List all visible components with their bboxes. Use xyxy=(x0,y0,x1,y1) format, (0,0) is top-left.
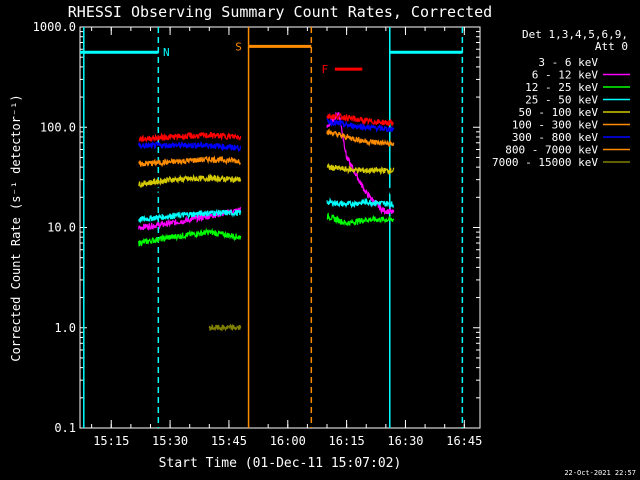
x-axis-label: Start Time (01-Dec-11 15:07:02) xyxy=(159,456,402,471)
legend-item-label: 300 - 800 keV xyxy=(512,131,598,144)
y-tick-label: 1.0 xyxy=(54,321,76,335)
x-tick-label: 16:15 xyxy=(329,434,365,448)
marker-s-label: S xyxy=(235,40,242,53)
x-tick-label: 15:45 xyxy=(211,434,247,448)
footer-date: 22-Oct-2021 22:57 xyxy=(564,469,636,477)
y-tick-label: 100.0 xyxy=(40,120,76,134)
marker-f-label: F xyxy=(322,63,329,76)
series-line xyxy=(138,197,395,224)
x-tick-label: 15:30 xyxy=(152,434,188,448)
series-line xyxy=(138,128,395,168)
instrument-state-markers: N S F xyxy=(80,40,463,76)
y-tick-label: 0.1 xyxy=(54,421,76,435)
y-tick-label: 10.0 xyxy=(47,221,76,235)
y-tick-label: 1000.0 xyxy=(33,20,76,34)
legend-item-label: 6 - 12 keV xyxy=(532,69,599,82)
legend-header-attenuator: Att 0 xyxy=(595,40,628,53)
marker-n-label: N xyxy=(163,46,170,59)
legend-item-label: 50 - 100 keV xyxy=(519,106,599,119)
count-rate-series xyxy=(138,111,395,331)
legend-item-label: 800 - 7000 keV xyxy=(505,144,598,157)
legend-header-detectors: Det 1,3,4,5,6,9, xyxy=(522,28,628,41)
instrument-state-lines xyxy=(83,27,464,428)
series-line xyxy=(138,212,395,247)
legend-item-label: 12 - 25 keV xyxy=(525,81,598,94)
chart-title: RHESSI Observing Summary Count Rates, Co… xyxy=(68,3,492,21)
series-line xyxy=(138,162,395,188)
x-tick-label: 15:15 xyxy=(93,434,129,448)
legend-item-label: 100 - 300 keV xyxy=(512,119,598,132)
series-line xyxy=(138,115,395,153)
x-tick-label: 16:45 xyxy=(446,434,482,448)
legend-item-label: 7000 - 15000 keV xyxy=(492,156,598,169)
x-tick-label: 16:30 xyxy=(387,434,423,448)
series-line xyxy=(138,112,394,143)
y-axis-label: Corrected Count Rate (s⁻¹ detector⁻¹) xyxy=(9,94,23,361)
series-line xyxy=(138,111,395,231)
x-axis-ticks: 15:15 15:30 15:45 16:00 16:15 16:30 16:45 xyxy=(91,27,482,448)
legend-item-label: 25 - 50 keV xyxy=(525,94,598,107)
legend-item-label: 3 - 6 keV xyxy=(538,56,598,69)
x-tick-label: 16:00 xyxy=(270,434,306,448)
